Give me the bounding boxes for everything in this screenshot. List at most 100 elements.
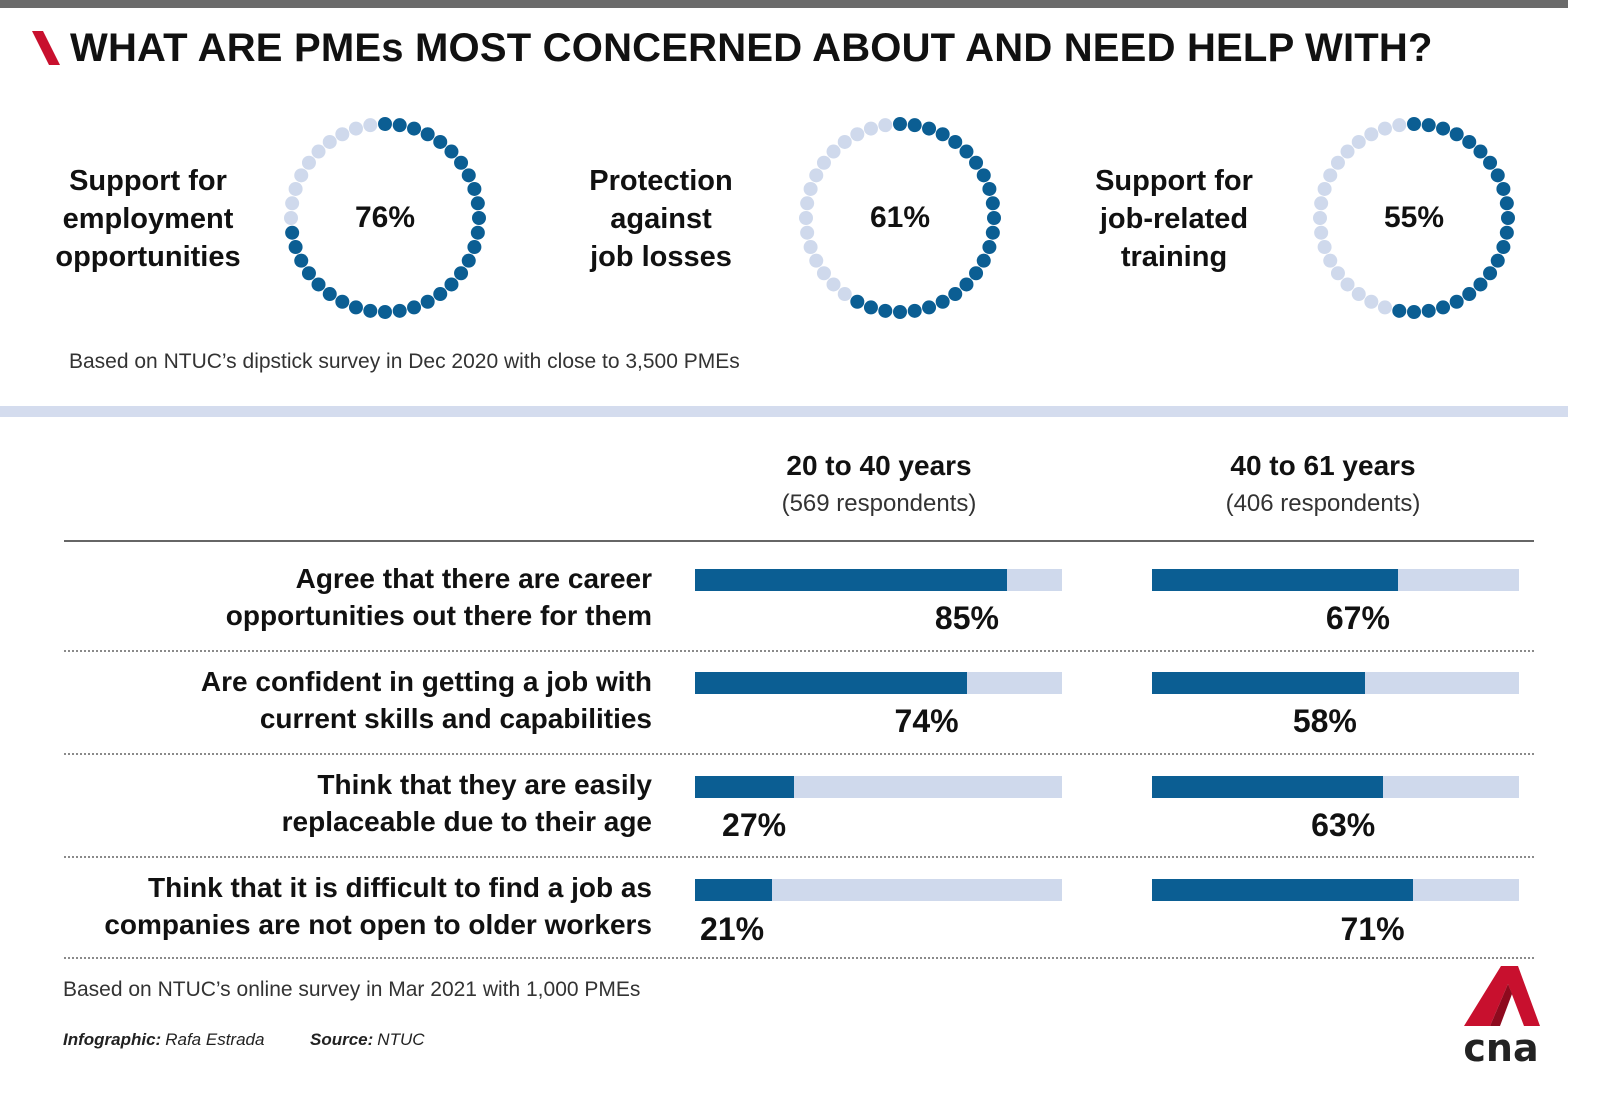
row-divider (64, 957, 1534, 959)
ring-dot-empty (288, 181, 303, 196)
row-label-difficult: Think that it is difficult to find a job… (40, 869, 652, 943)
ring-value: 55% (1383, 201, 1445, 234)
credit-source: Source: NTUC (310, 1030, 425, 1050)
ring-dot-empty (1314, 225, 1329, 240)
ring-dot-filled (1499, 225, 1514, 240)
bar-20-40-difficult (695, 879, 773, 901)
ring-dot-empty (1351, 134, 1366, 149)
ring-dot-filled (392, 118, 407, 133)
ring-dot-filled (378, 117, 392, 131)
ring-dot-filled (288, 240, 303, 255)
bar-track (1152, 672, 1519, 694)
ring-dot-filled (1421, 118, 1436, 133)
ring-dot-filled (1436, 300, 1451, 315)
donut-employment: 76% (280, 113, 490, 323)
donut-training: 55% (1309, 113, 1519, 323)
ring-dot-empty (809, 168, 824, 183)
ring-dot-filled (311, 277, 326, 292)
column-header-40-61: 40 to 61 years (406 respondents) (1163, 448, 1483, 524)
ring-dot-filled (1490, 253, 1505, 268)
ring-dot-filled (1501, 211, 1515, 225)
bar-40-61-confident (1152, 672, 1365, 694)
ring-dot-filled (948, 287, 963, 302)
ring-dot-filled (863, 300, 878, 315)
ring-label-line: job losses (590, 241, 732, 273)
ring-label-training: Support for job-related training (1059, 162, 1289, 276)
ring-dot-empty (322, 134, 337, 149)
ring-dot-filled (1407, 117, 1421, 131)
section-divider (0, 406, 1568, 417)
ring-dot-filled (1499, 196, 1514, 211)
ring-dot-empty (800, 225, 815, 240)
bar-value-label: 74% (894, 703, 959, 739)
ring-dot-empty (1351, 287, 1366, 302)
ring-dot-filled (1483, 266, 1498, 281)
ring-dot-empty (1340, 144, 1355, 159)
survey-note-top: Based on NTUC’s dipstick survey in Dec 2… (69, 350, 740, 373)
column-subtitle: (569 respondents) (781, 490, 977, 517)
ring-dot-filled (1496, 240, 1511, 255)
ring-dot-empty (311, 144, 326, 159)
ring-dot-empty (816, 266, 831, 281)
row-label-line: Are confident in getting a job with (200, 666, 652, 697)
row-label-career: Agree that there are career opportunitie… (40, 560, 652, 634)
ring-dot-filled (985, 196, 1000, 211)
bar-value-label: 71% (1340, 911, 1405, 947)
ring-dot-filled (982, 181, 997, 196)
ring-dot-empty (837, 134, 852, 149)
column-title: 20 to 40 years (786, 450, 972, 481)
ring-dot-filled (420, 294, 435, 309)
row-label-confident: Are confident in getting a job with curr… (40, 663, 652, 737)
ring-dot-filled (976, 168, 991, 183)
ring-dot-filled (461, 253, 476, 268)
ring-dot-empty (301, 155, 316, 170)
bar-track (695, 879, 1062, 901)
ring-dot-filled (1421, 303, 1436, 318)
row-divider (64, 856, 1534, 858)
row-label-line: opportunities out there for them (225, 600, 652, 631)
bar-20-40-replaceable (695, 776, 795, 798)
bar-20-40-career (695, 569, 1007, 591)
ring-dot-filled (348, 300, 363, 315)
ring-dot-filled (335, 294, 350, 309)
row-label-line: Agree that there are career (295, 563, 652, 594)
ring-dot-empty (809, 253, 824, 268)
svg-text:cna: cna (1463, 1026, 1538, 1064)
ring-dot-filled (959, 144, 974, 159)
ring-dot-empty (803, 181, 818, 196)
ring-dot-filled (1483, 155, 1498, 170)
ring-dot-empty (1377, 300, 1392, 315)
ring-dot-filled (285, 225, 300, 240)
ring-dot-empty (800, 196, 815, 211)
ring-dot-empty (1323, 253, 1338, 268)
row-label-line: current skills and capabilities (259, 703, 652, 734)
ring-dot-filled (407, 121, 422, 136)
title-row: WHAT ARE PMEs MOST CONCERNED ABOUT AND N… (32, 26, 1433, 70)
ring-dot-empty (863, 121, 878, 136)
ring-dot-filled (1473, 277, 1488, 292)
ring-dot-filled (1407, 305, 1421, 319)
ring-dot-empty (1364, 294, 1379, 309)
ring-dot-filled (433, 134, 448, 149)
ring-dot-filled (935, 294, 950, 309)
ring-label-line: employment (62, 203, 234, 235)
ring-dot-filled (969, 266, 984, 281)
ring-dot-empty (335, 127, 350, 142)
ring-dot-empty (878, 118, 893, 133)
ring-dot-filled (907, 303, 922, 318)
ring-dot-filled (987, 211, 1001, 225)
ring-label-employment: Support for employment opportunities (33, 162, 263, 276)
ring-dot-filled (322, 287, 337, 302)
ring-dot-filled (407, 300, 422, 315)
ring-dot-empty (799, 211, 813, 225)
ring-dot-filled (893, 117, 907, 131)
ring-dot-filled (893, 305, 907, 319)
bar-track (695, 672, 1062, 694)
ring-dot-empty (363, 118, 378, 133)
row-divider (64, 650, 1534, 652)
ring-dots (799, 117, 1001, 319)
bar-value-label: 85% (934, 600, 999, 636)
ring-dot-filled (948, 134, 963, 149)
ring-dots (284, 117, 486, 319)
ring-dot-filled (392, 303, 407, 318)
